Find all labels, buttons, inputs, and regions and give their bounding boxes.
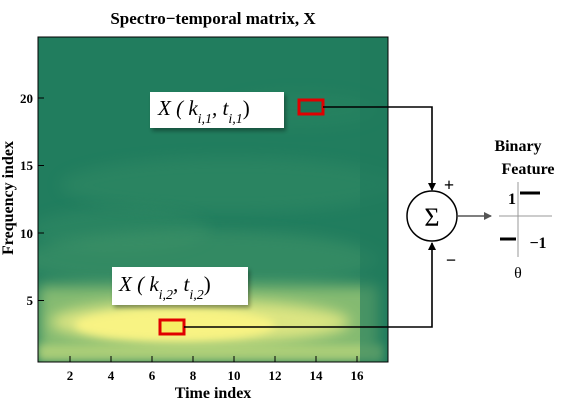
minus-sign: −: [446, 250, 456, 270]
y-axis-label: Frequency index: [0, 141, 17, 255]
callout1-main: X ( k: [157, 96, 198, 120]
connector-lines: [184, 106, 436, 328]
x-tick-label: 14: [310, 368, 324, 383]
x-tick-label: 4: [108, 368, 115, 383]
x-tick-label: 2: [67, 368, 74, 383]
callout-x-k-i1-t-i1: X ( ki,1, ti,1): [150, 92, 284, 128]
summation-node: Σ: [406, 190, 458, 242]
x-axis-label: Time index: [175, 385, 252, 402]
matrix-title: Spectro−temporal matrix, X: [110, 9, 316, 28]
callout1-sub-t: i,1: [228, 112, 242, 127]
x-tick-label: 6: [149, 368, 156, 383]
svg-text:X ( ki,2, ti,2): X ( ki,2, ti,2): [118, 272, 211, 303]
sigma-symbol: Σ: [424, 203, 439, 232]
plot-frame: [37, 36, 389, 363]
theta-label: θ: [514, 265, 522, 282]
callout1-close: ): [243, 96, 250, 120]
y-axis: 5 10 15 20 Frequency index: [0, 91, 44, 308]
x-tick-label: 12: [269, 368, 282, 383]
feature-title-line2: Feature: [501, 161, 554, 178]
plus-sign: +: [444, 175, 454, 195]
binary-feature-plot: 1 −1 θ: [499, 182, 552, 282]
y-tick-label: 15: [20, 158, 34, 173]
x-axis: 2 4 6 8 10 12 14 16 Time index: [67, 356, 364, 402]
level-low-label: −1: [529, 235, 546, 252]
level-high-label: 1: [508, 191, 516, 208]
highlight-box-2: [158, 318, 186, 336]
y-tick-label: 20: [20, 91, 33, 106]
callout2-close: ): [204, 272, 211, 296]
heatmap: [38, 37, 388, 362]
highlight-box-1: [297, 98, 325, 116]
feature-title-line1: Binary: [494, 138, 541, 155]
callout2-sub-t: i,2: [189, 288, 203, 303]
x-tick-label: 8: [190, 368, 197, 383]
x-tick-label: 16: [351, 368, 365, 383]
svg-text:X ( ki,1, ti,1): X ( ki,1, ti,1): [157, 96, 250, 127]
callout-x-k-i2-t-i2: X ( ki,2, ti,2): [112, 267, 248, 305]
y-tick-label: 10: [20, 226, 33, 241]
callout1-comma: , t: [212, 96, 230, 120]
callout1-sub-k: i,1: [198, 112, 212, 127]
callout2-sub-k: i,2: [159, 288, 173, 303]
x-tick-label: 10: [228, 368, 241, 383]
callout2-comma: , t: [173, 272, 191, 296]
y-tick-label: 5: [27, 293, 34, 308]
callout2-main: X ( k: [118, 272, 159, 296]
